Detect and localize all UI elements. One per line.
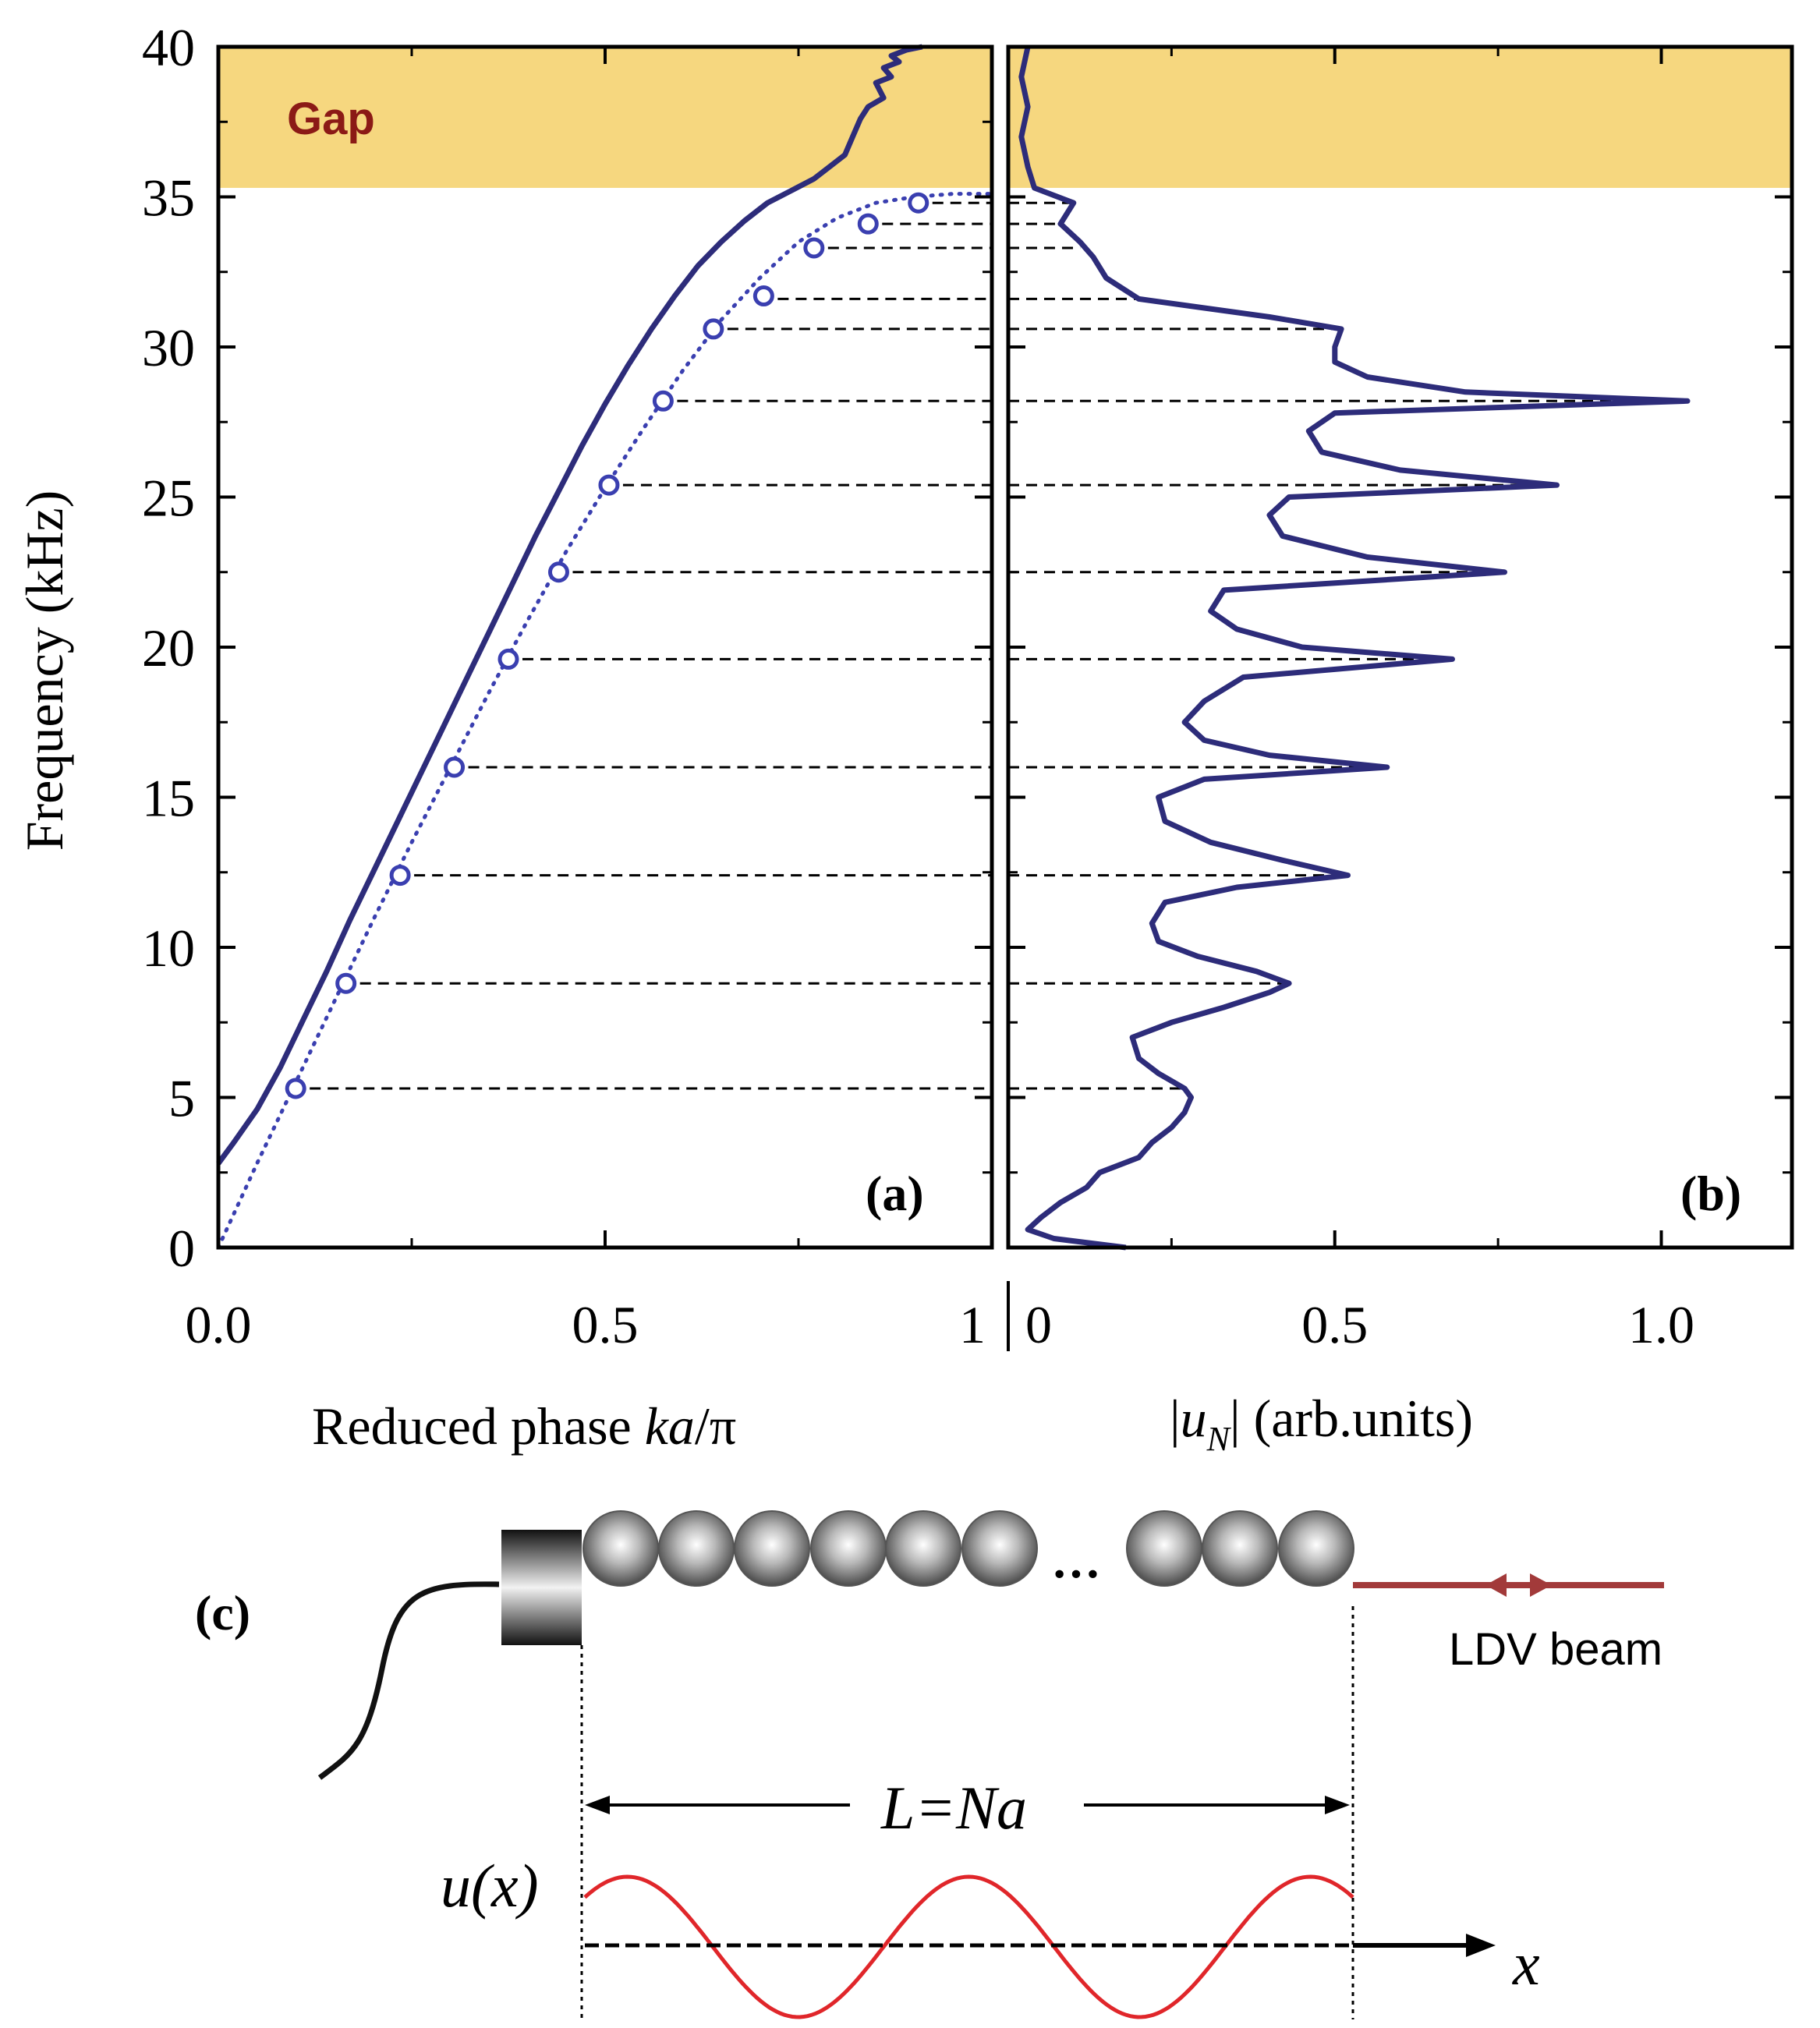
resonance-marker	[389, 865, 411, 887]
y-tick-label: 15	[142, 769, 195, 828]
sphere	[658, 1510, 735, 1587]
resonance-marker	[497, 648, 519, 670]
amplitude-curve	[1018, 46, 1691, 1251]
resonance-markers	[285, 192, 929, 1099]
y-tick-label: 5	[168, 1069, 195, 1128]
ticks-b: 0 0.5 1.0	[1007, 45, 1792, 1354]
sphere	[961, 1510, 1038, 1587]
y-axis-label: Frequency (kHz)	[15, 490, 74, 851]
sphere-chain	[582, 1510, 1354, 1587]
y-tick-label: 25	[142, 469, 195, 528]
x-tick-label: 0	[1025, 1295, 1052, 1354]
resonance-marker	[908, 192, 929, 214]
ticks-a: 0 5 10 15 20 25 30 35 40 0.0 0.5 1	[142, 18, 1792, 1354]
length-label: L=Na	[880, 1774, 1027, 1842]
x-tick-label: 1.0	[1628, 1295, 1694, 1354]
x-axis-label: x	[1512, 1930, 1540, 1998]
panel-label-c: (c)	[195, 1585, 250, 1640]
resonance-marker	[598, 474, 620, 496]
y-tick-label: 35	[142, 168, 195, 228]
resonance-marker	[652, 390, 674, 412]
displacement-label: u(x)	[441, 1852, 539, 1920]
length-arrowhead-right	[1325, 1796, 1350, 1814]
resonance-lines-b	[1008, 201, 1687, 1090]
x-axis-label-b: |uN| (arb.units)	[1170, 1389, 1473, 1458]
resonance-marker	[703, 318, 724, 340]
beam-arrow-left	[1485, 1573, 1507, 1597]
y-tick-label: 10	[142, 918, 195, 978]
y-tick-label: 20	[142, 618, 195, 678]
resonance-marker	[335, 972, 357, 994]
x-tick-label: 0.5	[1301, 1295, 1368, 1354]
panel-b: 0 0.5 1.0 (b) |uN| (arb.units)	[1006, 44, 1794, 1458]
resonance-marker	[444, 756, 466, 778]
panel-label-a: (a)	[866, 1166, 924, 1221]
sphere	[1126, 1510, 1202, 1587]
resonance-marker	[857, 213, 879, 235]
sphere	[582, 1510, 659, 1587]
x-tick-label: 1	[959, 1295, 986, 1354]
resonance-marker	[547, 561, 569, 583]
sphere	[1202, 1510, 1278, 1587]
measured-curve	[216, 44, 923, 1166]
gap-label: Gap	[287, 94, 375, 144]
cable	[317, 1581, 500, 1780]
resonance-marker	[803, 237, 825, 259]
panel-a: 0 5 10 15 20 25 30 35 40 0.0 0.5 1 Gap (a) Frequenc…	[15, 18, 1792, 1456]
sphere	[734, 1510, 810, 1587]
shaker	[501, 1530, 582, 1645]
sphere	[810, 1510, 887, 1587]
resonance-lines-a	[310, 201, 992, 1090]
length-label-bg	[850, 1768, 1084, 1839]
length-arrowhead-left	[585, 1796, 610, 1814]
sphere	[885, 1510, 961, 1587]
sphere	[1278, 1510, 1354, 1587]
resonance-marker	[752, 285, 774, 307]
axes-frame-b	[1006, 44, 1794, 1250]
gap-band-b	[1008, 47, 1792, 188]
ldv-beam-label: LDV beam	[1449, 1624, 1662, 1675]
y-tick-label: 30	[142, 318, 195, 377]
ellipsis: ···	[1051, 1546, 1101, 1602]
x-tick-label: 0.0	[186, 1295, 252, 1354]
y-tick-label: 0	[168, 1219, 195, 1278]
panel-label-b: (b)	[1680, 1166, 1741, 1221]
beam-arrow-right	[1530, 1573, 1552, 1597]
resonance-marker	[285, 1078, 306, 1099]
y-tick-label: 40	[142, 18, 195, 77]
x-axis-arrowhead	[1466, 1934, 1496, 1957]
x-tick-label: 0.5	[572, 1295, 639, 1354]
panel-c-schematic: (c) ··· LDV beam L=Na u(x) x	[195, 1510, 1664, 2019]
x-axis-label-a: Reduced phase ka/π	[312, 1396, 736, 1456]
axes-frame-a	[216, 44, 994, 1250]
